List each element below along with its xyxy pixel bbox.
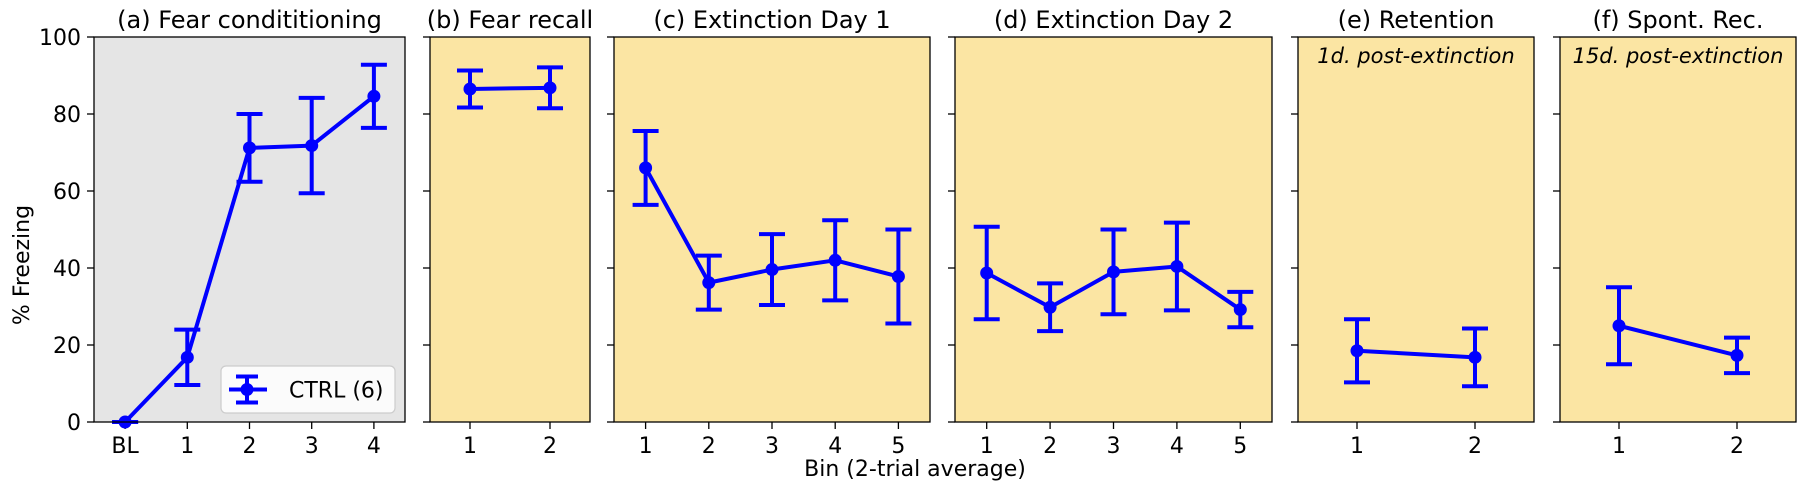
legend-box — [220, 365, 396, 414]
series-line — [1618, 323, 1738, 358]
data-point — [1350, 344, 1364, 358]
x-tick-label: 5 — [1233, 434, 1247, 459]
x-tick-label: 2 — [543, 434, 557, 459]
y-axis-label: % Freezing — [10, 205, 35, 325]
x-tick-label: 1 — [463, 434, 477, 459]
data-point — [891, 269, 905, 283]
panel-background — [1560, 37, 1796, 422]
panel-frame — [429, 36, 591, 423]
panel-1: (a) Fear condititioning 0 20 40 60 80 100 BL 1 2 3… — [39, 6, 406, 459]
panel-frame — [1297, 36, 1535, 423]
data-point — [367, 89, 381, 103]
series-line — [469, 85, 551, 91]
panel-title: (d) Extinction Day 2 — [994, 6, 1233, 34]
x-tick-label: 2 — [243, 434, 257, 459]
data-point — [765, 263, 779, 277]
panel-3: (c) Extinction Day 1 1 2 3 4 5 — [607, 6, 931, 459]
y-tick-label: 100 — [39, 26, 81, 51]
panel-2: (b) Fear recall 1 2 — [423, 6, 593, 459]
legend: CTRL (6) — [220, 365, 396, 414]
panel-background — [430, 37, 590, 422]
panel-title: (c) Extinction Day 1 — [653, 6, 890, 34]
x-tick-label: 1 — [980, 434, 994, 459]
x-tick-label: 1 — [639, 434, 653, 459]
panel-frame — [613, 36, 931, 423]
data-point — [243, 141, 256, 155]
panel-background — [1298, 37, 1534, 422]
y-tick-label: 60 — [53, 180, 81, 205]
panel-annotation: 1d. post-extinction — [1317, 44, 1514, 68]
data-point — [180, 350, 194, 364]
data-point — [1612, 319, 1626, 333]
data-point — [980, 266, 994, 280]
data-point — [1170, 259, 1184, 273]
data-point — [1468, 350, 1482, 364]
x-tick-label: 4 — [1170, 434, 1184, 459]
x-tick-label: 1 — [180, 434, 194, 459]
x-tick-label: 1 — [1350, 434, 1364, 459]
series-line — [1356, 348, 1476, 360]
panel-annotation: 15d. post-extinction — [1573, 44, 1784, 68]
panels: (a) Fear condititioning 0 20 40 60 80 100 BL 1 2 3… — [39, 6, 1797, 459]
x-axis-label: Bin (2-trial average) — [804, 457, 1026, 482]
panel-title: (a) Fear condititioning — [117, 6, 382, 34]
y-tick-label: 20 — [53, 334, 81, 359]
x-tick-label: 3 — [1107, 434, 1121, 459]
panel-6: (f) Spont. Rec. 15d. post-extinction 1 2 — [1553, 6, 1797, 459]
x-tick-label: 2 — [702, 434, 716, 459]
panel-frame — [1559, 36, 1797, 423]
data-point — [305, 139, 319, 153]
panel-background — [614, 37, 930, 422]
y-tick-label: 80 — [53, 103, 81, 128]
x-tick-label: BL — [111, 434, 139, 459]
x-tick-label: 2 — [1043, 434, 1057, 459]
data-point — [1107, 265, 1120, 279]
x-tick-label: 2 — [1468, 434, 1482, 459]
data-point — [1730, 348, 1744, 362]
legend-label: CTRL (6) — [289, 379, 384, 404]
x-tick-label: 2 — [1730, 434, 1744, 459]
x-tick-label: 5 — [891, 434, 905, 459]
x-tick-label: 3 — [765, 434, 779, 459]
data-point — [828, 253, 842, 267]
panel-title: (e) Retention — [1338, 6, 1495, 34]
x-tick-label: 1 — [1612, 434, 1626, 459]
x-tick-label: 4 — [367, 434, 381, 459]
panel-title: (b) Fear recall — [427, 6, 593, 34]
panel-4: (d) Extinction Day 2 1 2 3 4 5 — [948, 6, 1273, 459]
y-tick-label: 0 — [67, 411, 81, 436]
data-point — [639, 161, 653, 175]
panel-frame — [93, 36, 406, 423]
panel-frame — [954, 36, 1273, 423]
y-tick-label: 40 — [53, 257, 81, 282]
panel-title: (f) Spont. Rec. — [1592, 6, 1763, 34]
data-point — [1043, 300, 1057, 314]
data-point — [543, 81, 557, 95]
x-tick-label: 4 — [828, 434, 842, 459]
data-point — [1233, 303, 1247, 317]
data-point — [463, 82, 477, 96]
x-tick-label: 3 — [305, 434, 319, 459]
panel-background — [94, 37, 405, 422]
data-point — [702, 276, 716, 290]
legend-marker — [240, 383, 254, 396]
panel-5: (e) Retention 1d. post-extinction 1 2 — [1291, 6, 1535, 459]
